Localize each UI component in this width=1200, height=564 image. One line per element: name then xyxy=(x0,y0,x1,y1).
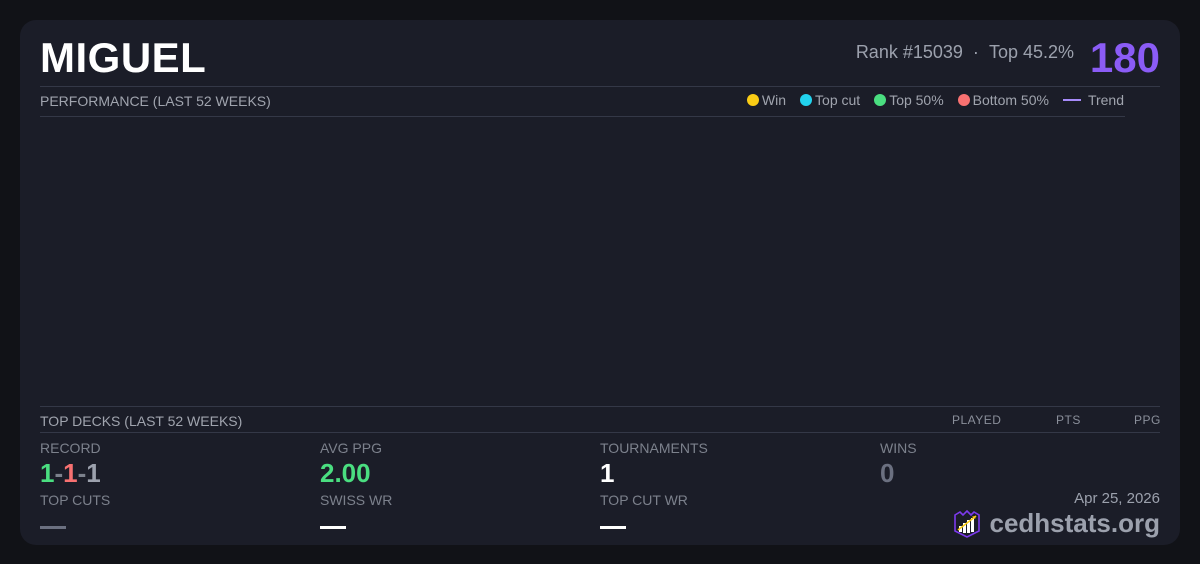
chart-legend: Win Top cut Top 50% Bottom 50% Trend xyxy=(746,92,1124,108)
divider xyxy=(40,406,1160,407)
tournaments-value: 1 xyxy=(600,458,615,488)
player-card: MIGUEL Rank #15039 · Top 45.2% 180 PERFO… xyxy=(20,20,1180,545)
cedhstats-logo-icon xyxy=(953,509,980,538)
top-cuts-label: TOP CUTS xyxy=(40,492,111,508)
column-ppg: PPG xyxy=(1134,413,1161,427)
top-cut-wr-empty-dash xyxy=(600,526,626,529)
tournaments-label: TOURNAMENTS xyxy=(600,440,708,456)
avg-ppg-value: 2.00 xyxy=(320,458,371,488)
column-pts: PTS xyxy=(1056,413,1081,427)
divider xyxy=(40,432,1160,433)
performance-title: PERFORMANCE (LAST 52 WEEKS) xyxy=(40,93,271,109)
top-50-dot-icon xyxy=(874,94,887,106)
column-played: PLAYED xyxy=(952,413,1002,427)
legend-top-cut: Top cut xyxy=(800,92,860,108)
divider xyxy=(40,116,1125,117)
wins-label: WINS xyxy=(880,440,917,456)
brand-name: cedhstats.org xyxy=(989,508,1161,538)
legend-top-50: Top 50% xyxy=(874,92,944,108)
rank-info: Rank #15039 · Top 45.2% xyxy=(856,42,1074,63)
avg-ppg-label: AVG PPG xyxy=(320,440,382,456)
swiss-wr-empty-dash xyxy=(320,526,346,529)
wins-value: 0 xyxy=(880,458,895,488)
rank: Rank #15039 xyxy=(855,42,963,62)
trend-line-icon xyxy=(1062,99,1081,101)
brand: cedhstats.org xyxy=(952,508,1161,539)
separator: · xyxy=(972,42,979,62)
divider xyxy=(40,86,1160,87)
swiss-wr-label: SWISS WR xyxy=(320,492,393,508)
legend-trend: Trend xyxy=(1062,92,1124,108)
player-name: MIGUEL xyxy=(40,34,207,81)
score: 180 xyxy=(1089,34,1160,81)
top-percent: Top 45.2% xyxy=(988,42,1074,62)
performance-chart-area xyxy=(40,117,1125,406)
win-dot-icon xyxy=(746,94,759,106)
record-label: RECORD xyxy=(40,440,101,456)
top-cut-wr-label: TOP CUT WR xyxy=(600,492,688,508)
record-value: 1-1-1 xyxy=(40,458,101,488)
top-cuts-empty-dash xyxy=(40,526,66,529)
legend-bottom-50: Bottom 50% xyxy=(957,92,1049,108)
legend-win: Win xyxy=(746,92,786,108)
top-cut-dot-icon xyxy=(800,94,813,106)
date: Apr 25, 2026 xyxy=(1074,490,1160,507)
top-decks-title: TOP DECKS (LAST 52 WEEKS) xyxy=(40,413,243,429)
bottom-50-dot-icon xyxy=(957,94,970,106)
